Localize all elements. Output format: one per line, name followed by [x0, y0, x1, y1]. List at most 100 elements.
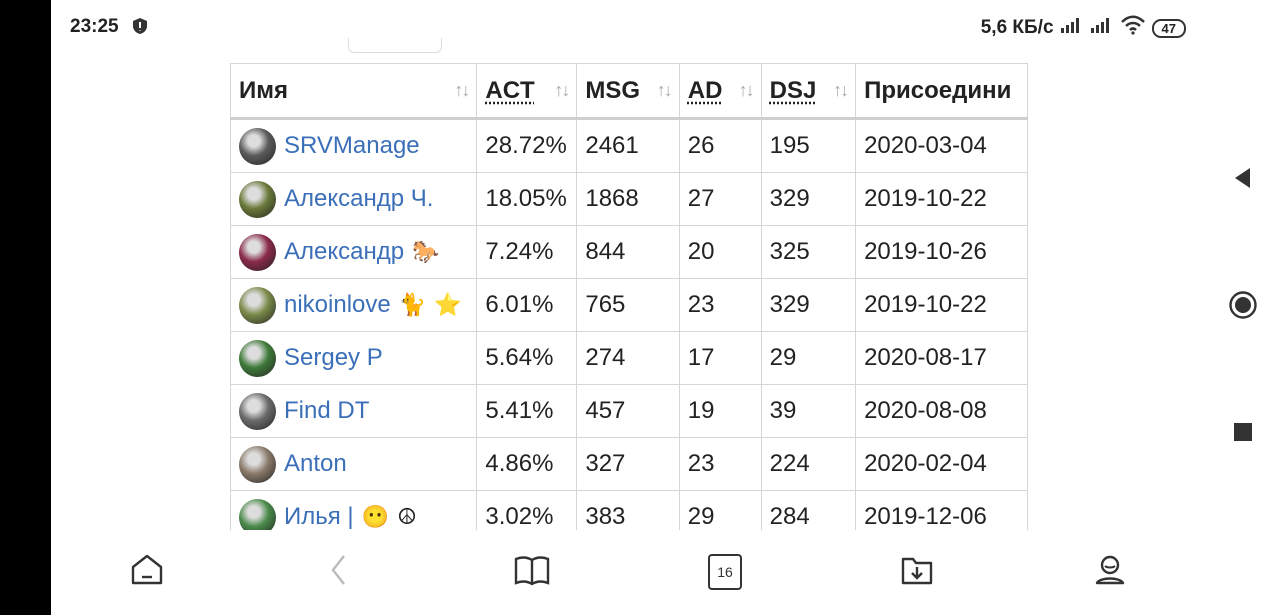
- table-header-row: Имя ↑↓ ACT ↑↓ MSG ↑↓ AD ↑↓ DSJ ↑↓ П: [230, 63, 1028, 120]
- nav-recents-button[interactable]: [1206, 404, 1280, 464]
- downloads-button[interactable]: [893, 550, 941, 594]
- book-icon: [513, 554, 551, 591]
- avatar[interactable]: [239, 180, 276, 218]
- sort-icon[interactable]: ↑↓: [454, 80, 470, 100]
- cell-name: Илья | 😶 ☮: [230, 490, 478, 530]
- status-right: 5,6 КБ/с 47: [981, 15, 1186, 41]
- bottom-toolbar: 16: [51, 530, 1206, 615]
- cell-joined: 2020-03-04: [855, 118, 1028, 173]
- table-row: nikoinlove 🐈 ⭐ 6.01% 765 23 329 2019-10-22: [230, 278, 1028, 332]
- cell-act: 3.02%: [476, 490, 578, 530]
- cell-ad: 20: [678, 225, 762, 279]
- cell-ad: 23: [678, 437, 762, 491]
- cell-msg: 457: [576, 384, 680, 438]
- square-recents-icon: [1233, 422, 1253, 447]
- cell-joined: 2020-08-08: [855, 384, 1028, 438]
- nav-back-button[interactable]: [1206, 150, 1280, 210]
- tabs-button[interactable]: 16: [701, 550, 749, 594]
- back-button[interactable]: [315, 550, 363, 594]
- column-header-label: MSG: [585, 76, 641, 104]
- cell-act: 5.64%: [476, 331, 578, 385]
- avatar[interactable]: [239, 286, 276, 324]
- table-row: Александр Ч. 18.05% 1868 27 329 2019-10-22: [230, 172, 1028, 226]
- column-header-ad[interactable]: AD ↑↓: [678, 63, 762, 120]
- cell-joined: 2020-02-04: [855, 437, 1028, 491]
- nav-home-button[interactable]: [1206, 277, 1280, 337]
- avatar[interactable]: [239, 339, 276, 377]
- column-header-label: ACT: [485, 76, 535, 104]
- column-header-msg[interactable]: MSG ↑↓: [576, 63, 680, 120]
- cell-dsj: 329: [760, 278, 857, 332]
- column-header-name[interactable]: Имя ↑↓: [230, 63, 478, 120]
- bookmarks-button[interactable]: [508, 550, 556, 594]
- cell-msg: 274: [576, 331, 680, 385]
- cell-dsj: 325: [760, 225, 857, 279]
- sort-icon[interactable]: ↑↓: [738, 80, 755, 100]
- sort-icon[interactable]: ↑↓: [554, 80, 570, 100]
- cell-dsj: 284: [760, 490, 857, 530]
- user-name-link[interactable]: SRVManage: [284, 132, 420, 159]
- cell-msg: 327: [576, 437, 680, 491]
- chevron-left-icon: [327, 553, 351, 592]
- cell-name: Anton: [230, 437, 478, 491]
- wifi-icon: [1120, 15, 1146, 41]
- cell-msg: 383: [576, 490, 680, 530]
- cell-act: 7.24%: [476, 225, 578, 279]
- column-header-label: Присоедини: [864, 76, 1012, 104]
- user-emoji-badge: 🐎: [412, 239, 440, 264]
- shield-icon: [132, 17, 148, 41]
- cell-joined: 2020-08-17: [855, 331, 1028, 385]
- cell-ad: 27: [678, 172, 762, 226]
- cell-act: 28.72%: [476, 118, 578, 173]
- table-row: Илья | 😶 ☮ 3.02% 383 29 284 2019-12-06: [230, 490, 1028, 530]
- user-emoji-badge: 🐈: [398, 292, 427, 317]
- members-table-container[interactable]: Имя ↑↓ ACT ↑↓ MSG ↑↓ AD ↑↓ DSJ ↑↓ П: [230, 63, 1028, 530]
- cell-ad: 23: [678, 278, 762, 332]
- avatar[interactable]: [239, 127, 276, 165]
- sort-icon[interactable]: ↑↓: [656, 80, 673, 100]
- cell-joined: 2019-10-22: [855, 278, 1028, 332]
- user-name-link[interactable]: Александр Ч.: [284, 185, 434, 212]
- signal-icon: [1090, 16, 1114, 40]
- cell-name: SRVManage: [230, 118, 478, 173]
- user-name-link[interactable]: Илья |: [284, 503, 354, 530]
- cell-ad: 29: [678, 490, 762, 530]
- user-name-link[interactable]: Find DT: [284, 397, 370, 424]
- user-name-link[interactable]: nikoinlove: [284, 291, 391, 318]
- column-header-act[interactable]: ACT ↑↓: [476, 63, 578, 120]
- avatar[interactable]: [239, 392, 276, 430]
- cell-dsj: 39: [760, 384, 857, 438]
- table-row: Find DT 5.41% 457 19 39 2020-08-08: [230, 384, 1028, 438]
- column-header-label: Имя: [239, 76, 289, 104]
- system-navigation-bar: [1206, 0, 1280, 615]
- battery-icon: 47: [1151, 18, 1186, 38]
- column-header-dsj[interactable]: DSJ ↑↓: [760, 63, 857, 120]
- cell-act: 4.86%: [476, 437, 578, 491]
- avatar[interactable]: [239, 498, 276, 530]
- column-header-label: AD: [687, 76, 723, 104]
- user-name-link[interactable]: Anton: [284, 450, 347, 477]
- user-name-link[interactable]: Александр: [284, 238, 405, 265]
- column-header-label: DSJ: [769, 76, 817, 104]
- table-row: Александр 🐎 7.24% 844 20 325 2019-10-26: [230, 225, 1028, 279]
- cell-act: 5.41%: [476, 384, 578, 438]
- cell-ad: 17: [678, 331, 762, 385]
- avatar[interactable]: [239, 445, 276, 483]
- cell-dsj: 195: [760, 118, 857, 173]
- cell-ad: 26: [678, 118, 762, 173]
- cell-joined: 2019-12-06: [855, 490, 1028, 530]
- avatar[interactable]: [239, 233, 276, 271]
- cell-msg: 765: [576, 278, 680, 332]
- cell-msg: 844: [576, 225, 680, 279]
- download-icon: [899, 554, 935, 591]
- triangle-back-icon: [1232, 166, 1254, 195]
- column-header-joined[interactable]: Присоедини: [855, 63, 1028, 120]
- sort-icon[interactable]: ↑↓: [833, 80, 849, 100]
- user-name-link[interactable]: Sergey P: [284, 344, 383, 371]
- table-row: Sergey P 5.64% 274 17 29 2020-08-17: [230, 331, 1028, 385]
- home-button[interactable]: [123, 550, 171, 594]
- browser-screen: 23:25 5,6 КБ/с 47 Имя ↑↓: [51, 0, 1206, 615]
- network-speed: 5,6 КБ/с: [980, 17, 1054, 38]
- profile-button[interactable]: [1086, 550, 1134, 594]
- user-emoji-badge: ☮: [397, 504, 417, 529]
